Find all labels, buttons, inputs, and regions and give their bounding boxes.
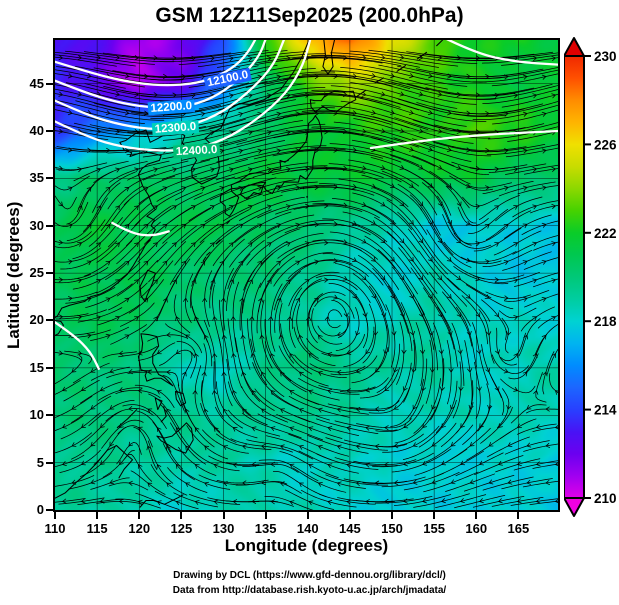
y-tick-label: 40 [29, 122, 44, 138]
y-tick [46, 82, 53, 85]
y-tick-label: 0 [36, 502, 44, 517]
credit-line-2: Data from http://database.rish.kyoto-u.a… [172, 585, 447, 596]
x-tick [54, 512, 56, 519]
x-tick [475, 512, 478, 519]
y-tick-label: 10 [29, 407, 44, 423]
x-tick [517, 512, 520, 519]
y-tick [46, 129, 53, 132]
y-tick [46, 177, 53, 180]
y-tick [46, 414, 53, 417]
y-tick-label: 35 [29, 170, 44, 186]
x-tick-label: 115 [86, 521, 108, 536]
colorbar-tick-label: 210 [594, 491, 617, 506]
colorbar-gradient [563, 55, 585, 499]
page-title: GSM 12Z11Sep2025 (200.0hPa) [155, 4, 464, 27]
y-tick-label: 25 [29, 265, 44, 281]
credit-line-1: Drawing by DCL (https://www.gfd-dennou.o… [173, 570, 446, 581]
colorbar-arrow-bottom [563, 497, 585, 517]
x-tick [96, 512, 99, 519]
y-tick-label: 45 [29, 75, 44, 91]
y-tick-label: 5 [36, 454, 44, 470]
map-plot-frame [53, 38, 560, 512]
colorbar: 210 214 218 222 226 230 [563, 36, 619, 518]
colorbar-svg: 210 214 218 222 226 230 [563, 37, 617, 517]
x-tick [138, 512, 141, 519]
x-tick [433, 512, 436, 519]
y-tick-label: 20 [29, 312, 44, 328]
y-tick [46, 366, 53, 369]
x-tick-label: 145 [339, 521, 361, 536]
colorbar-arrow-top [563, 37, 585, 57]
x-axis-label: Longitude (degrees) [224, 536, 389, 555]
y-tick [46, 272, 53, 275]
colorbar-tick-label: 226 [594, 137, 617, 152]
x-tick-label: 155 [423, 521, 445, 536]
y-tick [46, 461, 53, 464]
y-tick [46, 509, 53, 511]
x-tick-label: 110 [44, 521, 66, 536]
x-tick-label: 165 [507, 521, 530, 536]
x-tick [306, 512, 309, 519]
x-tick [391, 512, 394, 519]
x-tick [222, 512, 225, 519]
y-tick [46, 224, 53, 227]
x-tick-label: 160 [465, 521, 488, 536]
x-tick-label: 140 [296, 521, 319, 536]
x-tick-label: 130 [212, 521, 235, 536]
colorbar-tick-label: 222 [594, 226, 617, 241]
colorbar-tick-label: 214 [594, 403, 617, 418]
x-tick-label: 120 [128, 521, 151, 536]
map-plot-canvas [55, 40, 558, 510]
x-tick [348, 512, 351, 519]
x-tick-label: 135 [254, 521, 277, 536]
colorbar-tick-label: 218 [594, 314, 617, 329]
colorbar-tick-label: 230 [594, 49, 617, 64]
x-tick [180, 512, 183, 519]
y-tick [46, 319, 53, 322]
x-tick [264, 512, 267, 519]
y-tick-label: 15 [29, 359, 44, 375]
x-tick-label: 125 [170, 521, 193, 536]
y-tick-label: 30 [29, 217, 44, 233]
x-tick-label: 150 [381, 521, 403, 536]
